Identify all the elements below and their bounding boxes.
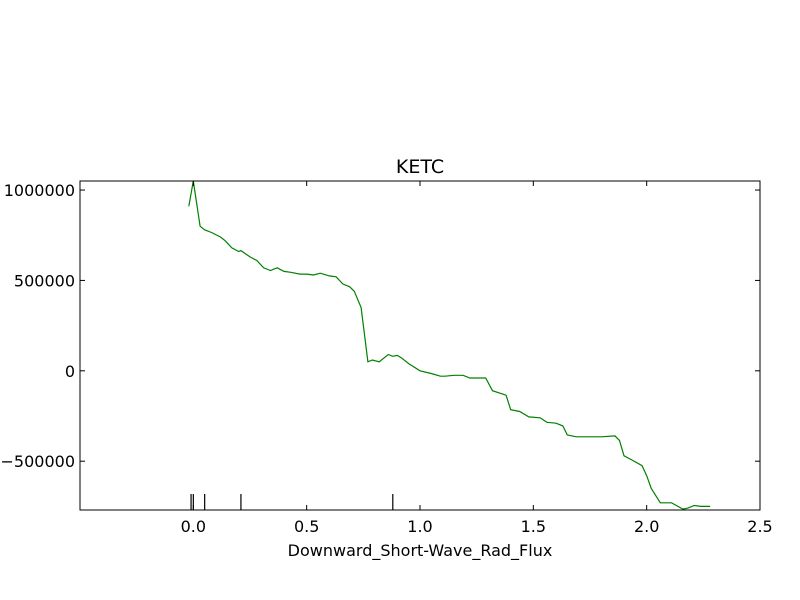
x-axis-label: Downward_Short-Wave_Rad_Flux	[288, 541, 553, 561]
x-tick-label: 1.0	[407, 517, 432, 536]
y-tick-label: 0	[65, 362, 75, 381]
x-tick-label: 2.5	[747, 517, 772, 536]
chart-title: KETC	[396, 156, 444, 178]
axes-frame	[79, 180, 761, 511]
plot-area	[188, 180, 711, 510]
x-tick-label: 2.0	[634, 517, 659, 536]
x-tick-label: 1.5	[521, 517, 546, 536]
x-tick-label: 0.5	[294, 517, 319, 536]
x-tick-label: 0.0	[181, 517, 206, 536]
y-tick-label: 1000000	[4, 181, 75, 200]
series-line-0	[188, 180, 711, 510]
y-tick-label: 500000	[14, 271, 75, 290]
y-tick-label: −500000	[1, 452, 75, 471]
axis-ticks: 0.0 0.5 1.0 1.5 2.0 2.5 −500000 0 500000 1000000	[1, 181, 773, 536]
